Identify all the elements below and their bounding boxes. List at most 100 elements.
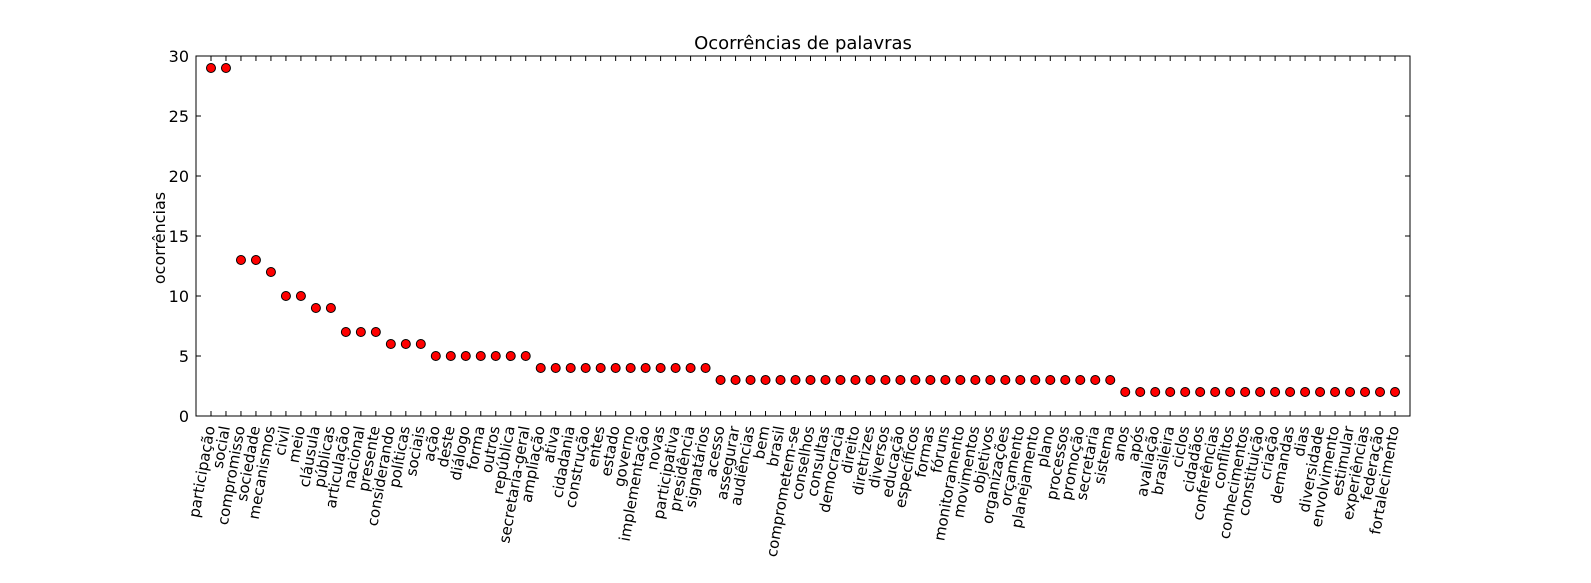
data-point xyxy=(580,363,591,373)
data-point xyxy=(1345,387,1356,397)
data-point xyxy=(235,255,246,265)
data-point xyxy=(1240,387,1251,397)
data-point xyxy=(1075,375,1086,385)
data-point xyxy=(1165,387,1176,397)
x-category-label: civil xyxy=(271,425,294,457)
x-category-label: após xyxy=(1124,424,1148,462)
data-point xyxy=(805,375,816,385)
data-point xyxy=(1270,387,1281,397)
data-point xyxy=(1135,387,1146,397)
data-point xyxy=(1195,387,1206,397)
data-point xyxy=(355,327,366,337)
x-axis-category-labels: participaçãosocialcompromissosociedademe… xyxy=(185,56,1403,558)
data-point xyxy=(1255,387,1266,397)
data-point xyxy=(370,327,381,337)
data-point xyxy=(895,375,906,385)
x-category-label: dias xyxy=(1290,424,1313,458)
data-point xyxy=(820,375,831,385)
data-point xyxy=(940,375,951,385)
data-point xyxy=(1360,387,1371,397)
data-point xyxy=(1090,375,1101,385)
y-tick-label: 30 xyxy=(169,47,189,66)
data-point xyxy=(865,375,876,385)
data-point xyxy=(1000,375,1011,385)
y-tick-label: 5 xyxy=(179,347,189,366)
x-category-label: ação xyxy=(420,425,444,463)
data-point xyxy=(910,375,921,385)
data-point xyxy=(280,291,291,301)
data-point xyxy=(1180,387,1191,397)
data-point xyxy=(640,363,651,373)
data-point xyxy=(1060,375,1071,385)
data-point xyxy=(685,363,696,373)
data-point xyxy=(715,375,726,385)
data-point xyxy=(985,375,996,385)
data-point xyxy=(880,375,891,385)
data-point xyxy=(1150,387,1161,397)
data-point xyxy=(490,351,501,361)
x-category-label: anos xyxy=(1109,424,1133,462)
data-point xyxy=(220,63,231,73)
data-point xyxy=(535,363,546,373)
data-point xyxy=(550,363,561,373)
data-point xyxy=(1015,375,1026,385)
data-point xyxy=(340,327,351,337)
data-point xyxy=(205,63,216,73)
data-point xyxy=(1120,387,1131,397)
data-point xyxy=(265,267,276,277)
y-tick-label: 20 xyxy=(169,167,189,186)
data-point xyxy=(565,363,576,373)
y-tick-label: 15 xyxy=(169,227,189,246)
data-point xyxy=(1300,387,1311,397)
data-point xyxy=(460,351,471,361)
data-point xyxy=(760,375,771,385)
data-point xyxy=(1330,387,1341,397)
data-points xyxy=(205,63,1401,397)
data-point xyxy=(745,375,756,385)
chart-title: Ocorrências de palavras xyxy=(694,33,912,54)
data-point xyxy=(1210,387,1221,397)
y-axis-label: ocorrências xyxy=(150,192,169,284)
data-point xyxy=(610,363,621,373)
data-point xyxy=(415,339,426,349)
data-point xyxy=(250,255,261,265)
data-point xyxy=(625,363,636,373)
data-point xyxy=(400,339,411,349)
y-tick-label: 25 xyxy=(169,107,189,126)
data-point xyxy=(730,375,741,385)
data-point xyxy=(775,375,786,385)
data-point xyxy=(1390,387,1401,397)
y-axis-ticks: 0 5 10 15 20 25 30 xyxy=(169,47,1410,426)
data-point xyxy=(445,351,456,361)
data-point xyxy=(1030,375,1041,385)
data-point xyxy=(655,363,666,373)
plot-area-frame xyxy=(195,55,1411,417)
data-point xyxy=(1375,387,1386,397)
data-point xyxy=(385,339,396,349)
data-point xyxy=(295,291,306,301)
y-tick-label: 0 xyxy=(179,407,189,426)
data-point xyxy=(1285,387,1296,397)
data-point xyxy=(520,351,531,361)
data-point xyxy=(325,303,336,313)
data-point xyxy=(475,351,486,361)
data-point xyxy=(505,351,516,361)
data-point xyxy=(925,375,936,385)
x-category-label: bem xyxy=(750,425,774,461)
data-point xyxy=(955,375,966,385)
data-point xyxy=(430,351,441,361)
data-point xyxy=(1225,387,1236,397)
data-point xyxy=(970,375,981,385)
data-point xyxy=(595,363,606,373)
data-point xyxy=(790,375,801,385)
data-point xyxy=(1315,387,1326,397)
data-point xyxy=(835,375,846,385)
data-point xyxy=(700,363,711,373)
data-point xyxy=(850,375,861,385)
data-point xyxy=(310,303,321,313)
data-point xyxy=(670,363,681,373)
y-tick-label: 10 xyxy=(169,287,189,306)
data-point xyxy=(1045,375,1056,385)
